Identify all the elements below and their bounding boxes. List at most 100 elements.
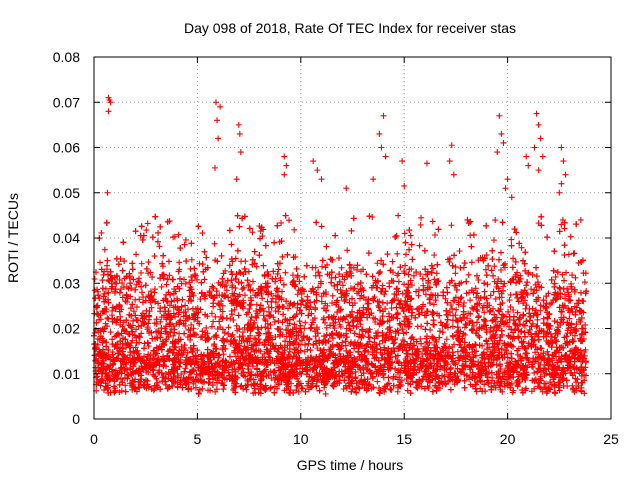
data-point bbox=[420, 301, 427, 308]
data-point bbox=[110, 383, 117, 390]
data-point bbox=[582, 346, 589, 353]
data-point bbox=[232, 285, 239, 292]
data-point bbox=[403, 251, 410, 258]
data-point bbox=[424, 320, 431, 327]
data-point bbox=[291, 226, 298, 233]
data-point bbox=[453, 306, 460, 313]
data-point bbox=[483, 272, 490, 279]
data-point bbox=[329, 300, 336, 307]
data-point bbox=[249, 229, 256, 236]
data-point bbox=[298, 297, 305, 304]
data-point bbox=[573, 221, 580, 228]
data-point bbox=[238, 258, 245, 265]
data-point bbox=[569, 272, 576, 279]
chart-title: Day 098 of 2018, Rate Of TEC Index for r… bbox=[184, 20, 516, 36]
data-point bbox=[236, 223, 243, 230]
data-point bbox=[357, 295, 364, 302]
data-point bbox=[408, 282, 415, 289]
data-point bbox=[198, 279, 205, 286]
data-point bbox=[360, 287, 367, 294]
data-point bbox=[431, 252, 438, 259]
data-point bbox=[409, 256, 416, 263]
data-point bbox=[428, 262, 435, 269]
data-point bbox=[272, 383, 279, 390]
data-point bbox=[101, 387, 108, 394]
data-point bbox=[335, 255, 342, 262]
data-point bbox=[525, 269, 532, 276]
data-point bbox=[151, 253, 158, 260]
data-point bbox=[156, 243, 163, 250]
data-point bbox=[442, 295, 449, 302]
data-point bbox=[318, 298, 325, 305]
data-point bbox=[523, 302, 530, 309]
data-point bbox=[341, 276, 348, 283]
data-point bbox=[462, 321, 469, 328]
data-point bbox=[151, 289, 158, 296]
data-point bbox=[433, 270, 440, 277]
data-point bbox=[447, 386, 454, 393]
data-point bbox=[343, 325, 350, 332]
data-point bbox=[138, 289, 145, 296]
data-point bbox=[141, 353, 148, 360]
data-point bbox=[193, 371, 200, 378]
data-point bbox=[409, 346, 416, 353]
data-point bbox=[233, 322, 240, 329]
data-point bbox=[537, 302, 544, 309]
data-point bbox=[451, 381, 458, 388]
data-point bbox=[246, 281, 253, 288]
data-point bbox=[508, 242, 515, 249]
data-point bbox=[491, 263, 498, 270]
data-point bbox=[544, 314, 551, 321]
data-point bbox=[509, 264, 516, 271]
data-point bbox=[178, 370, 185, 377]
data-point bbox=[95, 292, 102, 299]
data-point bbox=[346, 262, 353, 269]
data-point bbox=[334, 309, 341, 316]
data-point bbox=[337, 323, 344, 330]
data-point bbox=[127, 365, 134, 372]
data-point bbox=[157, 318, 164, 325]
data-point bbox=[199, 230, 206, 237]
data-point bbox=[166, 272, 173, 279]
data-point bbox=[232, 353, 239, 360]
data-point bbox=[270, 314, 277, 321]
data-point bbox=[454, 348, 461, 355]
data-point bbox=[447, 301, 454, 308]
data-point bbox=[197, 295, 204, 302]
data-point bbox=[105, 276, 112, 283]
data-point bbox=[157, 223, 164, 230]
data-point bbox=[264, 268, 271, 275]
data-point bbox=[218, 252, 225, 259]
data-point bbox=[551, 334, 558, 341]
data-point bbox=[529, 271, 536, 278]
data-point bbox=[267, 321, 274, 328]
data-point bbox=[420, 287, 427, 294]
data-point bbox=[133, 281, 140, 288]
data-point bbox=[538, 213, 545, 220]
data-point bbox=[492, 295, 499, 302]
data-point bbox=[182, 302, 189, 309]
data-point bbox=[260, 312, 267, 319]
data-point bbox=[278, 288, 285, 295]
data-point bbox=[190, 325, 197, 332]
data-point bbox=[340, 386, 347, 393]
data-points bbox=[91, 94, 590, 397]
data-point bbox=[104, 262, 111, 269]
data-point bbox=[269, 295, 276, 302]
data-point bbox=[429, 218, 436, 225]
data-point bbox=[554, 319, 561, 326]
data-point bbox=[109, 307, 116, 314]
data-point bbox=[318, 223, 325, 230]
data-point bbox=[501, 351, 508, 358]
data-point bbox=[534, 369, 541, 376]
data-point bbox=[394, 250, 401, 257]
data-point bbox=[474, 308, 481, 315]
data-point bbox=[423, 308, 430, 315]
data-point bbox=[573, 379, 580, 386]
data-point bbox=[223, 287, 230, 294]
data-point bbox=[119, 267, 126, 274]
data-point bbox=[93, 378, 100, 385]
data-point bbox=[402, 313, 409, 320]
data-point bbox=[338, 264, 345, 271]
data-point bbox=[319, 263, 326, 270]
